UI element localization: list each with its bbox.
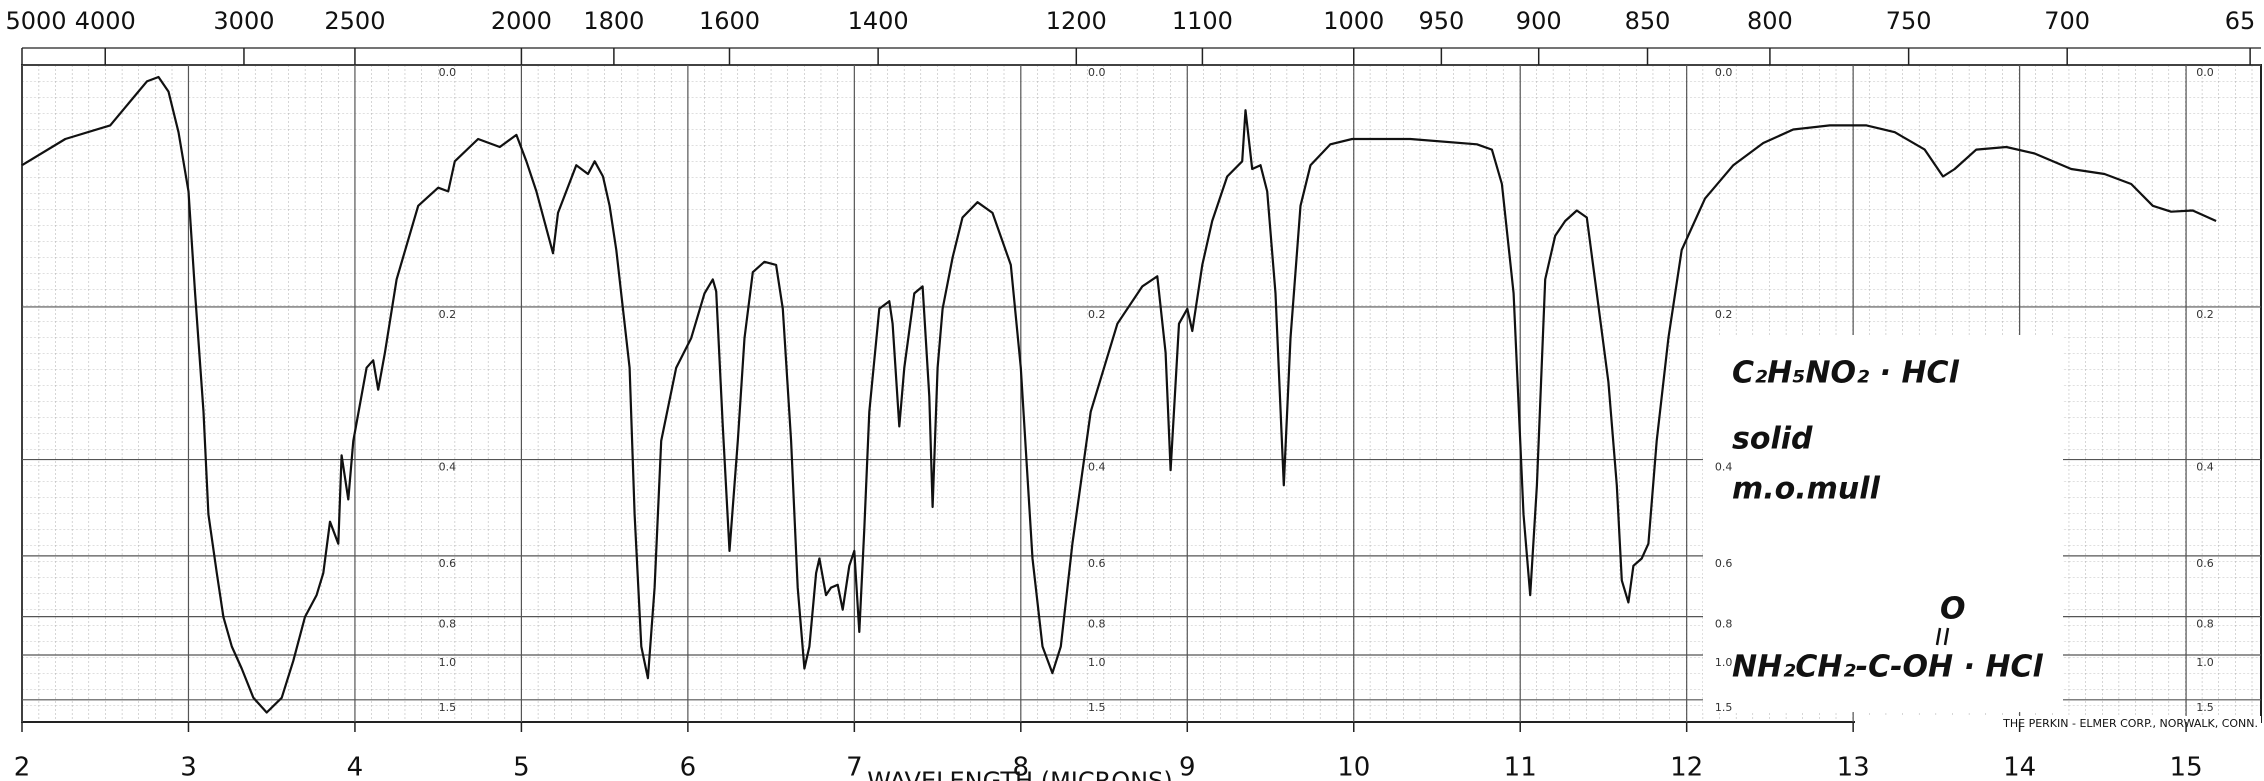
y-tick-label: 1.0 [1088,656,1106,669]
x2-tick-label: 950 [1418,7,1464,35]
y-tick-label: 0.8 [2196,618,2214,631]
y-tick-label: 1.5 [1715,701,1733,714]
x-tick-label: 14 [2003,753,2036,781]
y-tick-label: 0.8 [1088,618,1106,631]
x2-tick-label: 2500 [324,7,385,35]
y-tick-label: 0.4 [2196,461,2214,474]
y-tick-label: 0.0 [439,66,457,79]
formula: C₂H₅NO₂ · HCl [1732,356,1960,391]
x2-tick-label: 700 [2044,7,2090,35]
y-tick-label: 0.6 [1715,557,1733,570]
x2-tick-label: 1400 [848,7,909,35]
x2-tick-label: 1000 [1323,7,1384,35]
y-tick-label: 0.6 [1088,557,1106,570]
y-tick-label: 0.2 [1715,308,1733,321]
x2-tick-label: 4000 [75,7,136,35]
footer-box [1855,716,2261,730]
x-tick-label: 7 [846,753,863,781]
state: solid [1732,422,1813,457]
x-tick-label: 11 [1504,753,1537,781]
y-tick-label: 1.0 [439,656,457,669]
y-tick-label: 0.0 [2196,66,2214,79]
x2-tick-label: 3000 [213,7,274,35]
y-tick-label: 1.0 [2196,656,2214,669]
double-bond [1935,627,1942,646]
y-tick-label: 0.0 [1715,66,1733,79]
y-tick-label: 1.5 [2196,701,2214,714]
structure: NH₂CH₂-C-OH · HCl [1732,650,2044,685]
grid [21,64,2261,722]
x-tick-label: 12 [1670,753,1703,781]
carbonyl-oxygen: O [1940,592,1966,627]
y-tick-label: 1.0 [1715,656,1733,669]
footer: THE PERKIN - ELMER CORP., NORWALK, CONN. [2002,717,2258,730]
x-tick-label: 15 [2170,753,2203,781]
y-tick-label: 0.4 [1088,461,1106,474]
x-tick-label: 6 [680,753,697,781]
y-tick-label: 0.8 [1715,618,1733,631]
x-tick-label: 4 [347,753,364,781]
y-tick-label: 1.5 [1088,701,1106,714]
x-tick-label: 9 [1179,753,1196,781]
method: m.o.mull [1732,472,1881,507]
x-tick-label: 8 [1013,753,1030,781]
x2-tick-label: 1100 [1172,7,1233,35]
y-tick-label: 0.4 [1715,461,1733,474]
x2-tick-label: 65 [2225,7,2256,35]
y-tick-label: 0.2 [439,308,457,321]
y-tick-label: 0.8 [439,618,457,631]
y-tick-label: 1.5 [439,701,457,714]
x2-tick-label: 5000 [5,7,66,35]
x-axis-label: WAVELENGTH (MICRONS) [867,767,1172,781]
x2-tick-label: 900 [1516,7,1562,35]
y-tick-label: 0.2 [1088,308,1106,321]
x2-tick-label: 1800 [583,7,644,35]
y-tick-label: 0.6 [2196,557,2214,570]
spectrum-line [21,75,2217,714]
x2-tick-label: 1200 [1046,7,1107,35]
y-tick-label: 0.2 [2196,308,2214,321]
x2-tick-label: 800 [1747,7,1793,35]
x2-tick-label: 750 [1886,7,1932,35]
x-tick-label: 10 [1337,753,1370,781]
x-tick-label: 5 [513,753,530,781]
x2-tick-label: 2000 [491,7,552,35]
y-tick-label: 0.6 [439,557,457,570]
x-tick-label: 3 [180,753,197,781]
y-tick-label: 0.0 [1088,66,1106,79]
annotation-box [1703,335,2063,712]
double-bond [1943,627,1950,646]
x2-tick-label: 1600 [699,7,760,35]
y-tick-label: 0.4 [439,461,457,474]
x-tick-label: 13 [1837,753,1870,781]
x-tick-label: 2 [14,753,31,781]
x2-tick-label: 850 [1625,7,1671,35]
